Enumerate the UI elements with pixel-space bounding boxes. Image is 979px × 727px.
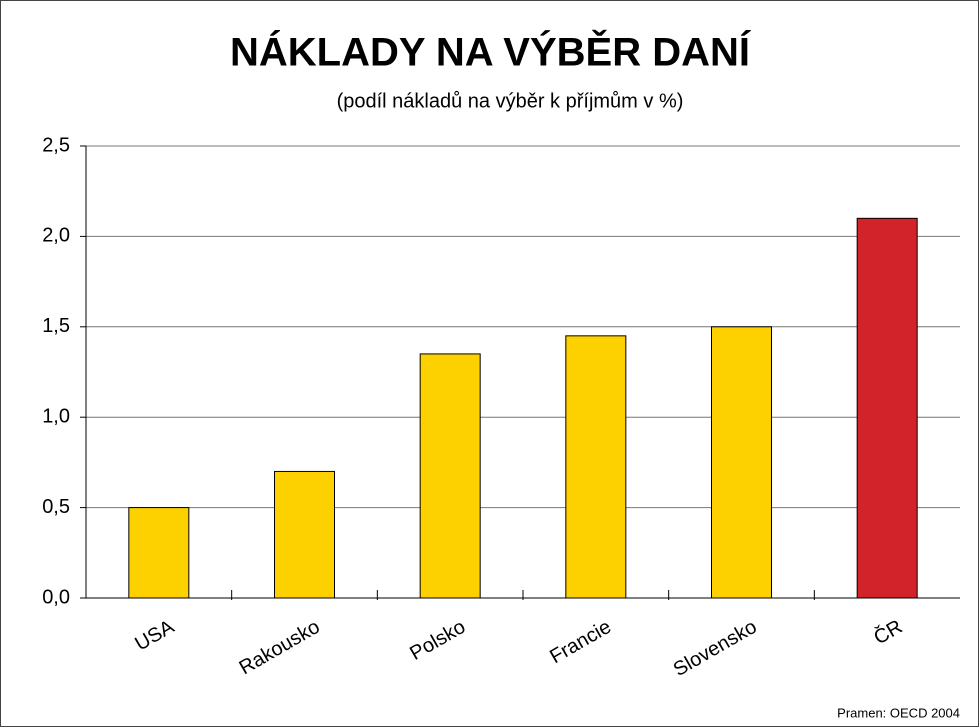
bar	[711, 326, 772, 599]
y-tick-label: 0,0	[42, 586, 70, 608]
bar	[128, 507, 190, 599]
bar	[856, 217, 918, 599]
chart-title: NÁKLADY NA VÝBĚR DANÍ	[230, 29, 751, 75]
bar	[274, 470, 335, 599]
bar	[565, 335, 627, 599]
y-tick-label: 1,5	[42, 315, 70, 337]
chart-subtitle: (podíl nákladů na výběr k příjmům v %)	[337, 90, 684, 112]
y-tick-label: 2,5	[42, 134, 70, 156]
source-note: Pramen: OECD 2004	[837, 705, 960, 720]
y-tick-label: 0,5	[42, 496, 70, 518]
bar	[419, 353, 481, 599]
y-tick-label: 1,0	[42, 405, 70, 427]
y-tick-label: 2,0	[42, 225, 70, 247]
